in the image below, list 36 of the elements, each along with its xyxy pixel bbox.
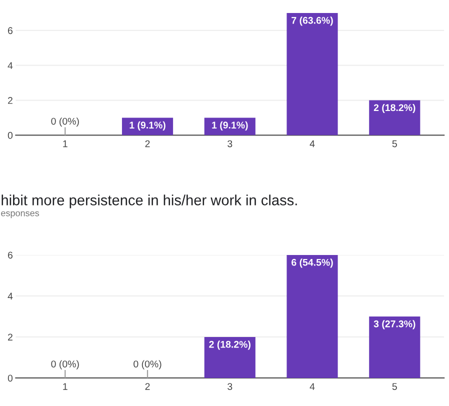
data-label: 0 (0%) bbox=[51, 360, 79, 370]
x-tick-label: 1 bbox=[63, 140, 68, 148]
y-tick-label: 2 bbox=[8, 334, 12, 341]
bar bbox=[286, 12, 338, 136]
bar bbox=[369, 316, 420, 378]
bar bbox=[369, 100, 420, 136]
data-label: 2 (18.2%) bbox=[374, 104, 416, 114]
bar bbox=[204, 336, 256, 378]
data-label: 3 (27.3%) bbox=[374, 320, 416, 330]
x-tick-label: 3 bbox=[228, 140, 232, 148]
y-tick-label: 4 bbox=[8, 292, 13, 300]
x-tick-label: 3 bbox=[228, 383, 232, 390]
x-tick-label: 5 bbox=[392, 383, 397, 390]
y-tick-label: 6 bbox=[8, 27, 13, 34]
data-label: 2 (18.2%) bbox=[209, 340, 250, 350]
y-tick-label: 4 bbox=[8, 62, 13, 69]
y-tick-label: 2 bbox=[8, 97, 12, 104]
data-label: 7 (63.6%) bbox=[292, 16, 333, 26]
chart-subtitle: esponses bbox=[1, 211, 40, 218]
data-label: 0 (0%) bbox=[134, 360, 162, 370]
x-tick-label: 2 bbox=[145, 140, 150, 148]
data-label: 6 (54.5%) bbox=[292, 258, 333, 268]
data-label: 1 (9.1%) bbox=[212, 121, 248, 130]
bar bbox=[286, 254, 338, 378]
chart-title: hibit more persistence in his/her work in class. bbox=[2, 194, 297, 208]
x-tick-label: 2 bbox=[145, 383, 150, 390]
x-tick-label: 4 bbox=[310, 383, 315, 390]
x-tick-label: 1 bbox=[63, 383, 68, 390]
y-tick-label: 6 bbox=[8, 252, 13, 259]
y-tick-label: 0 bbox=[8, 374, 13, 382]
data-label: 1 (9.1%) bbox=[130, 121, 166, 130]
x-tick-label: 5 bbox=[392, 140, 397, 148]
bar bbox=[122, 118, 174, 136]
x-tick-label: 4 bbox=[310, 140, 315, 148]
y-tick-label: 0 bbox=[8, 132, 13, 139]
data-label: 0 (0%) bbox=[51, 118, 79, 127]
